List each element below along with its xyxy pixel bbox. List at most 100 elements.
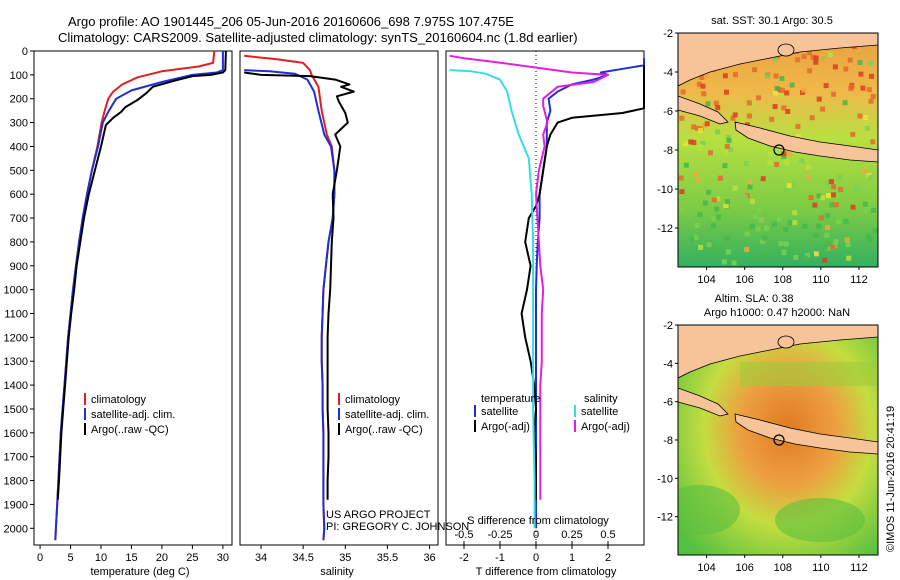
sst-map-float-marker [773, 144, 785, 156]
sst-pixel [716, 214, 721, 220]
sst-pixel [680, 89, 686, 95]
sst-pixel [868, 60, 874, 66]
x-tick-label: 35 [339, 552, 351, 564]
sst-pixel [825, 213, 831, 218]
sst-pixel [821, 58, 827, 63]
sst-pixel [725, 249, 731, 255]
sst-map-land-kalimantan [678, 33, 878, 87]
salinity-panel: 34 34.5 35 35.5 36 [239, 50, 439, 564]
plot-frame [33, 50, 233, 546]
lon-tick-label: 108 [774, 274, 792, 286]
sst-pixel [752, 67, 758, 73]
sst-pixel [844, 237, 850, 243]
sst-pixel [816, 223, 822, 229]
x-label-s-difference: S difference from climatology [467, 515, 609, 527]
lat-tick-label: -12 [657, 512, 673, 524]
sst-pixel [854, 185, 860, 191]
sst-pixel [774, 162, 780, 167]
x-tick-label: 0 [533, 552, 539, 564]
x-tick-label: 30 [217, 552, 229, 564]
sst-pixel [746, 100, 752, 106]
sst-pixel [825, 241, 831, 247]
sst-pixel [812, 202, 818, 208]
sla-map-title2: Argo h1000: 0.47 h2000: NaN [704, 307, 850, 319]
sst-pixel [760, 176, 766, 182]
sst-pixel [837, 174, 843, 180]
sst-pixel [722, 73, 728, 79]
sst-pixel [824, 180, 830, 186]
difference-panel: -2 -1 0 1 2 -0.5 -0.25 0 0.25 0.5 [445, 50, 645, 564]
sla-map-axes: 104 106 108 110 112 -2 -4 -6 -8 -10 -12 [657, 320, 868, 574]
sst-pixel [681, 138, 687, 144]
legend-label-climatology: climatology [91, 394, 147, 406]
sst-pixel [855, 188, 861, 194]
sst-pixel [715, 129, 721, 135]
sst-pixel [813, 55, 819, 61]
x-tick-label: -1 [495, 552, 505, 564]
lon-tick-label: 106 [735, 562, 753, 574]
sst-pixel [691, 124, 697, 130]
sst-pixel [783, 241, 789, 247]
lat-tick-label: -2 [663, 320, 673, 332]
sst-pixel [716, 247, 722, 253]
sst-pixel [801, 87, 807, 93]
y-tick-label: 1100 [4, 309, 28, 321]
sst-pixel [700, 83, 706, 89]
sst-pixel [778, 93, 784, 99]
lon-tick-label: 108 [774, 562, 792, 574]
sst-pixel [704, 121, 710, 127]
sst-pixel [869, 73, 874, 79]
sst-pixel [807, 50, 813, 56]
x-tick-label: 20 [156, 552, 168, 564]
sst-map-title: sat. SST: 30.1 Argo: 30.5 [711, 15, 833, 27]
sst-pixel [678, 175, 684, 181]
sst-pixel [857, 113, 863, 119]
sst-pixel [818, 215, 824, 221]
y-tick-label: 1600 [4, 428, 28, 440]
sst-pixel [830, 192, 836, 198]
y-tick-label: 600 [10, 189, 28, 201]
sst-pixel [866, 234, 872, 240]
sst-pixel [714, 206, 720, 212]
sst-pixel [698, 144, 704, 150]
sst-pixel [858, 71, 864, 77]
legend-header-salinity: salinity [584, 393, 618, 405]
sst-pixel [756, 95, 761, 101]
sst-pixel [808, 195, 814, 200]
sst-pixel [802, 223, 808, 229]
sst-pixel [863, 120, 869, 126]
x-tick-label-salinity: -0.5 [455, 529, 474, 541]
sst-pixel [715, 105, 721, 111]
plot-frame [445, 50, 645, 546]
sst-pixel [721, 259, 727, 265]
sst-pixel [761, 235, 767, 241]
legend-label-sal-argo: Argo(-adj) [581, 421, 630, 433]
sst-pixel [784, 90, 790, 96]
y-tick-label: 0 [22, 46, 28, 58]
sst-pixel [749, 223, 755, 229]
sst-pixel [711, 223, 717, 229]
sst-pixel [772, 104, 778, 109]
sst-pixel [783, 227, 789, 232]
sst-pixel [831, 91, 837, 97]
sla-map-land-kalimantan [678, 325, 878, 379]
sst-pixel [726, 137, 732, 143]
sst-map-land-sumatra [678, 95, 729, 125]
sst-pixel [698, 127, 703, 133]
sst-pixel [813, 59, 819, 65]
sst-pixel [755, 226, 761, 232]
lon-tick-label: 104 [697, 562, 715, 574]
legend-label-temp-satellite: satellite [481, 406, 518, 418]
x-tick-label-salinity: 0 [533, 529, 539, 541]
sst-pixel [816, 193, 822, 199]
sst-pixel [769, 116, 775, 122]
sst-pixel [724, 143, 730, 149]
sst-pixel [793, 254, 799, 260]
sst-pixel [807, 68, 813, 74]
sst-pixel [724, 89, 729, 95]
credit-project: US ARGO PROJECT [326, 509, 431, 521]
sla-map-band [740, 362, 878, 386]
y-tick-label: 1500 [4, 404, 28, 416]
y-tick-label: 500 [10, 165, 28, 177]
sst-pixel [717, 175, 723, 181]
